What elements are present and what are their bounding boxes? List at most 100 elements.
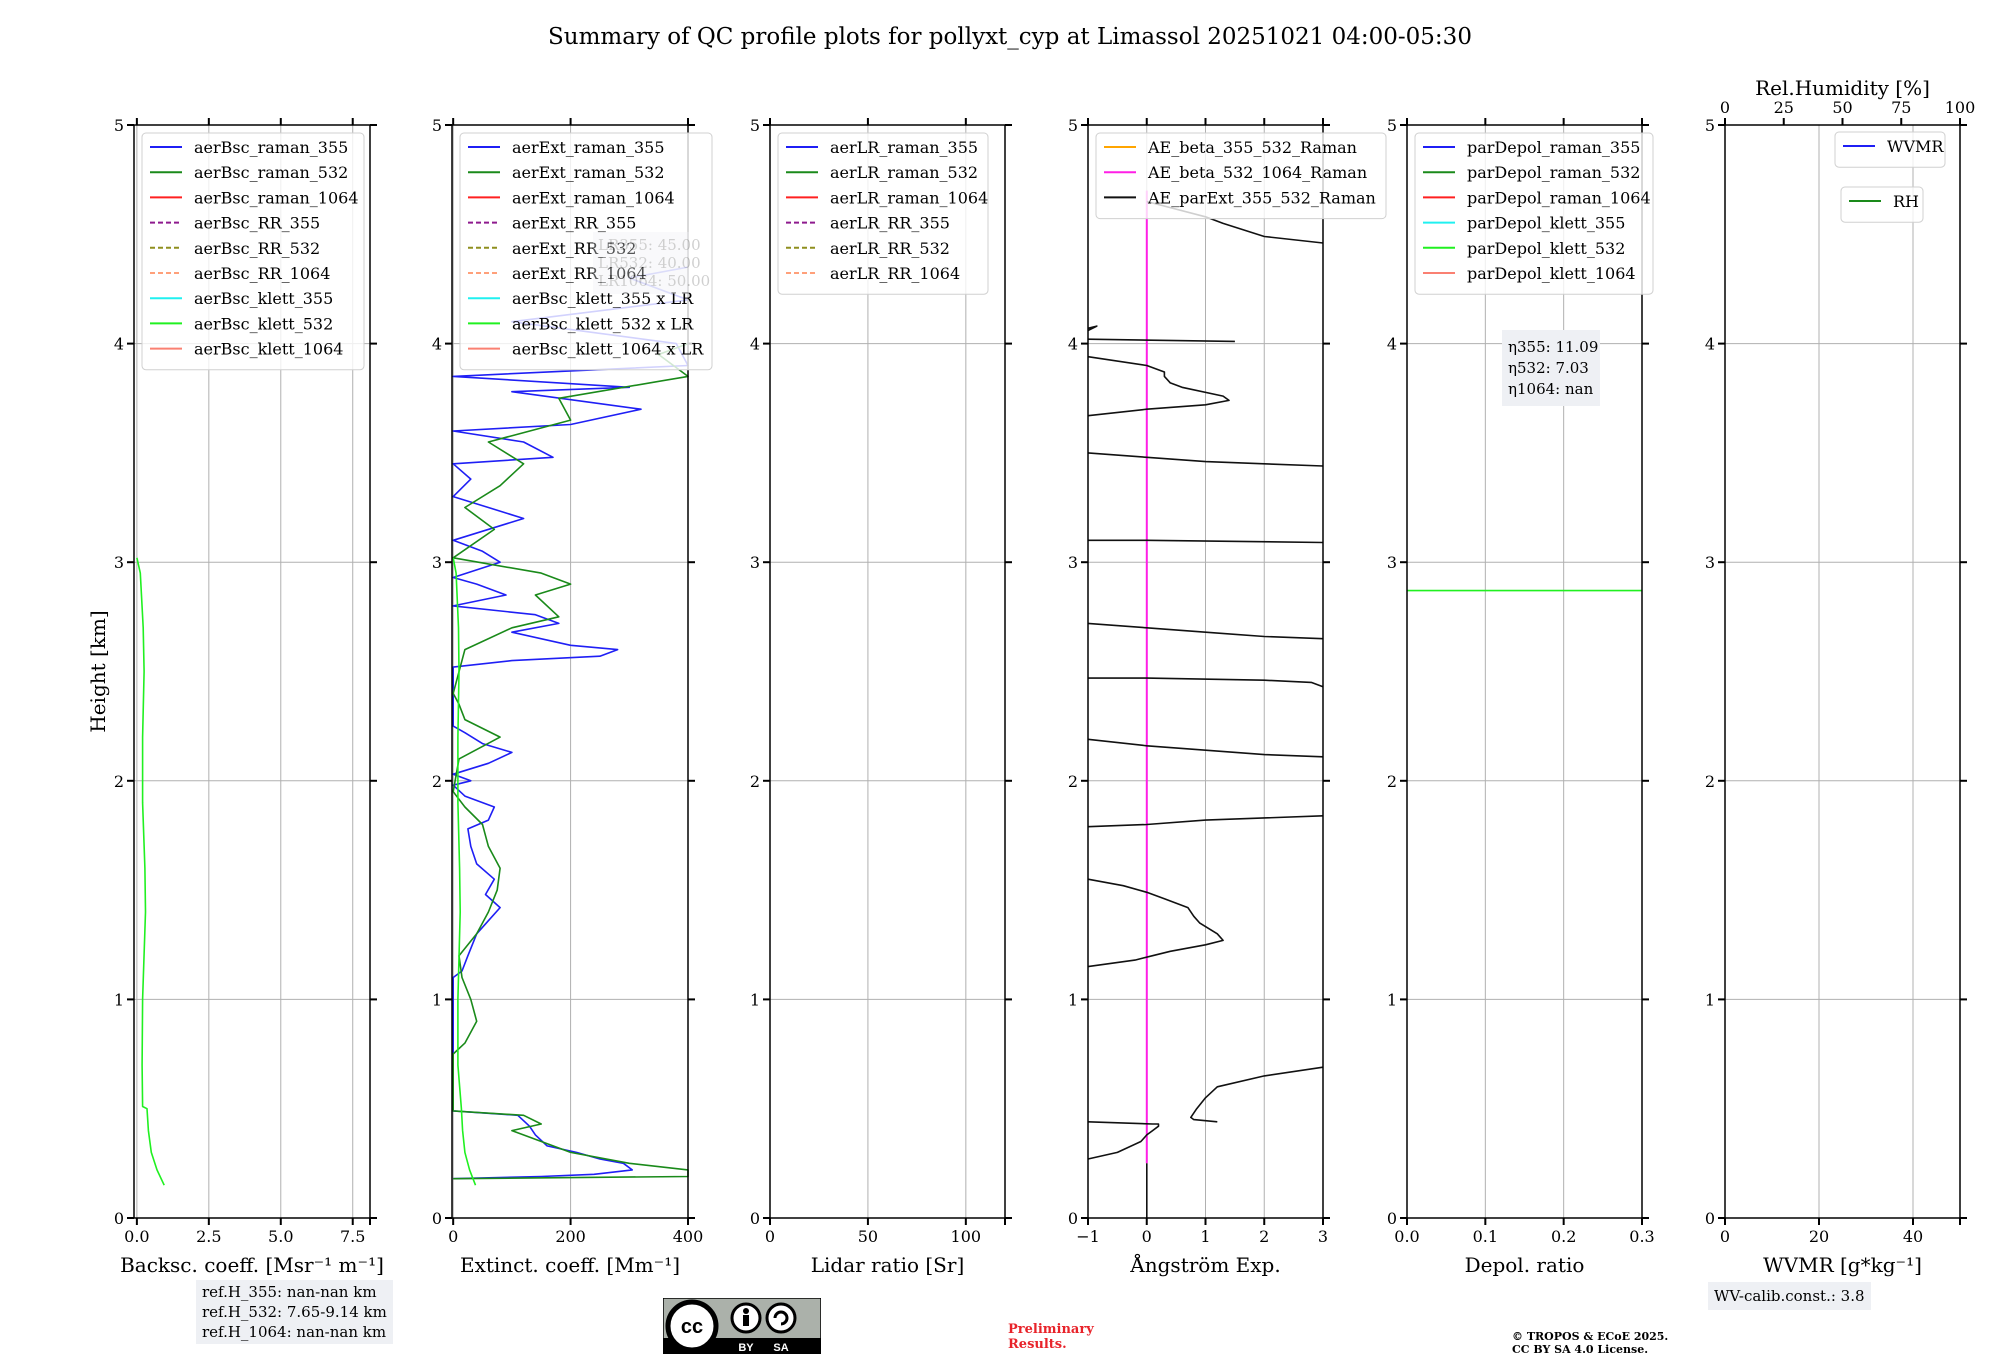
top-x-tick-label: 50 — [1832, 98, 1852, 117]
x-tick-label: 3 — [1318, 1227, 1328, 1246]
x-tick-label: 100 — [951, 1227, 982, 1246]
legend-label: aerBsc_klett_355 — [194, 289, 333, 308]
legend-label: parDepol_klett_532 — [1467, 239, 1625, 258]
legend-label: aerExt_raman_1064 — [512, 188, 675, 207]
y-tick-label: 4 — [750, 335, 760, 354]
legend-box — [459, 132, 713, 371]
legend-label: aerBsc_RR_532 — [194, 239, 320, 258]
y-tick-label: 3 — [1705, 553, 1715, 572]
legend-label: aerLR_raman_355 — [830, 138, 978, 157]
legend: AE_beta_355_532_Raman AE_beta_532_1064_Ra… — [1095, 132, 1387, 220]
y-tick-label: 5 — [1387, 116, 1397, 135]
annotation-line: LR1064: 50.00 — [598, 272, 710, 290]
legend-rh: RH — [1840, 186, 1924, 223]
y-tick-label: 1 — [1068, 990, 1078, 1009]
x-tick-label: 200 — [555, 1227, 586, 1246]
x-tick-label: 0.2 — [1551, 1227, 1576, 1246]
y-tick-label: 1 — [1705, 990, 1715, 1009]
y-tick-label: 5 — [114, 116, 124, 135]
cc-icon — [665, 1299, 719, 1353]
legend-box — [1840, 186, 1924, 223]
annotation-line: LR355: 45.00 — [598, 236, 701, 254]
y-tick-label: 2 — [114, 772, 124, 791]
x-tick-label: −1 — [1076, 1227, 1100, 1246]
x-tick-label: 5.0 — [268, 1227, 293, 1246]
x-axis-label: Extinct. coeff. [Mm⁻¹] — [460, 1253, 680, 1277]
legend-label: RH — [1893, 192, 1919, 211]
y-tick-label: 3 — [750, 553, 760, 572]
y-tick-label: 4 — [1705, 335, 1715, 354]
panels: 0 1 2 3 4 5 0.0 2.5 5.0 7.5 Backsc. coeff. [Msr⁻¹ … — [86, 76, 1975, 1277]
series-aerBsc_klett_532 x LR — [452, 557, 477, 1186]
series-AE_parExt_355_532_Raman_h — [1088, 539, 1324, 544]
y-tick-label: 2 — [750, 772, 760, 791]
annotation-box — [593, 232, 689, 294]
legend-box — [1414, 132, 1654, 295]
legend-label: aerExt_raman_532 — [512, 163, 665, 182]
annotation-line: LR532: 40.00 — [598, 254, 701, 272]
series-AE_parExt_355_532_Raman_k — [1087, 338, 1235, 343]
preliminary-results-note: Preliminary Results. — [1008, 1322, 1094, 1352]
x-tick-label: 20 — [1809, 1227, 1829, 1246]
axes-frame — [1406, 124, 1643, 1219]
y-tick-label: 0 — [114, 1209, 124, 1228]
y-tick-label: 1 — [432, 990, 442, 1009]
x-tick-label: 40 — [1903, 1227, 1923, 1246]
legend-label: aerBsc_raman_1064 — [194, 188, 359, 207]
preliminary-line-2: Results. — [1008, 1337, 1067, 1352]
series-AE_parExt_355_532_Raman_g — [1087, 622, 1324, 640]
annotation-line: η1064: nan — [1508, 380, 1594, 398]
legend-label: AE_beta_532_1064_Raman — [1147, 163, 1367, 182]
legend-box — [777, 132, 989, 295]
legend-label: aerBsc_klett_532 x LR — [512, 314, 694, 333]
eta-annotation: η355: 11.09 η532: 7.03 η1064: nan — [1502, 330, 1600, 406]
preliminary-line-1: Preliminary — [1008, 1322, 1094, 1337]
x-axis-label: Backsc. coeff. [Msr⁻¹ m⁻¹] — [120, 1253, 384, 1277]
series-AE_parExt_355_532_Raman_e — [1087, 738, 1324, 758]
y-tick-label: 4 — [1387, 335, 1397, 354]
legend-label: parDepol_raman_532 — [1467, 163, 1640, 182]
x-tick-label: 2.5 — [196, 1227, 221, 1246]
legend-label: aerBsc_raman_532 — [194, 163, 348, 182]
legend-label: aerLR_RR_1064 — [830, 264, 960, 283]
y-tick-label: 3 — [1068, 553, 1078, 572]
legend-label: aerBsc_klett_532 — [194, 314, 333, 333]
legend-label: AE_parExt_355_532_Raman — [1147, 188, 1376, 207]
top-x-tick-label: 25 — [1774, 98, 1794, 117]
legend-label: WVMR — [1887, 137, 1944, 156]
series-AE_parExt_355_532_Raman_l — [1087, 325, 1098, 332]
panel-depolarization: 0 1 2 3 4 5 0.0 0.1 0.2 0.3 Depol. ratio parDepol_r… — [1387, 116, 1655, 1277]
legend-label: aerBsc_RR_355 — [194, 214, 320, 233]
copyright-line-1: © TROPOS & ECoE 2025. — [1512, 1330, 1669, 1343]
y-tick-label: 3 — [1387, 553, 1397, 572]
legend-label: aerLR_RR_355 — [830, 214, 950, 233]
y-tick-label: 2 — [432, 772, 442, 791]
x-axis-label: WVMR [g*kg⁻¹] — [1763, 1253, 1922, 1277]
y-tick-label: 0 — [1705, 1209, 1715, 1228]
top-x-axis-label: Rel.Humidity [%] — [1755, 76, 1930, 100]
x-axis-label: Lidar ratio [Sr] — [811, 1253, 965, 1277]
x-tick-label: 0 — [765, 1227, 775, 1246]
copyright-notice: © TROPOS & ECoE 2025. CC BY SA 4.0 Licen… — [1512, 1330, 1668, 1356]
legend-label: aerBsc_klett_1064 x LR — [512, 340, 704, 359]
x-tick-label: 2 — [1259, 1227, 1269, 1246]
legend-label: aerExt_RR_532 — [512, 239, 636, 258]
legend-box — [1834, 131, 1946, 168]
legend-label: aerBsc_klett_1064 — [194, 340, 343, 359]
x-tick-label: 0 — [1142, 1227, 1152, 1246]
panel-extinction: 0 1 2 3 4 5 0 200 400 Extinct. coeff. [Mm⁻¹] aerEx… — [432, 116, 713, 1277]
sa-label: SA — [773, 1342, 788, 1354]
y-tick-label: 3 — [114, 553, 124, 572]
axes-frame — [769, 124, 1006, 1219]
series-AE_parExt_355_532_Raman_f — [1088, 677, 1324, 688]
axes-frame — [1724, 124, 1961, 1219]
by-icon-body — [743, 1315, 749, 1326]
y-axis-label: Height [km] — [86, 610, 110, 732]
legend: aerExt_raman_355 aerExt_raman_532 aerExt_r… — [459, 132, 713, 371]
annotation-line: η532: 7.03 — [1508, 359, 1589, 377]
legend-label: parDepol_klett_1064 — [1467, 264, 1636, 283]
legend-label: aerLR_raman_532 — [830, 163, 978, 182]
legend-wvmr: WVMR — [1834, 131, 1946, 168]
legend: parDepol_raman_355 parDepol_raman_532 parD… — [1414, 132, 1654, 295]
